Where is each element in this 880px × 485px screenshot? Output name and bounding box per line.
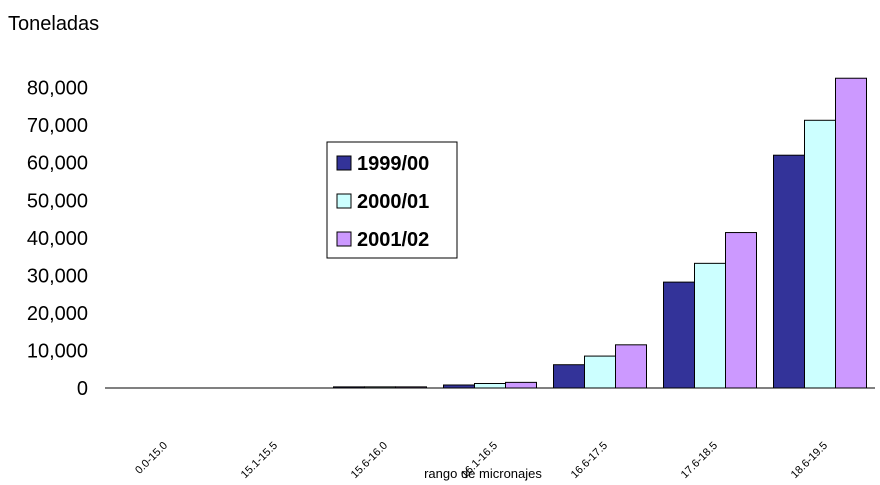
y-axis-title: Toneladas bbox=[8, 13, 99, 35]
bar bbox=[505, 381, 537, 389]
bar bbox=[804, 119, 836, 389]
y-tick-label: 10,000 bbox=[27, 340, 88, 362]
legend: 1999/00 2000/01 2001/02 bbox=[326, 141, 458, 259]
bar bbox=[725, 232, 757, 389]
bar bbox=[835, 77, 867, 389]
x-tick-label: 18.6-19.5 bbox=[789, 440, 830, 481]
y-tick-label: 20,000 bbox=[27, 303, 88, 325]
y-tick-label: 40,000 bbox=[27, 228, 88, 250]
y-tick-label: 0 bbox=[77, 378, 88, 400]
bar bbox=[584, 355, 616, 389]
bar bbox=[553, 364, 585, 389]
bar bbox=[773, 154, 805, 389]
y-tick-label: 30,000 bbox=[27, 265, 88, 287]
x-tick-label: 15.6-16.0 bbox=[349, 440, 390, 481]
bar bbox=[474, 382, 506, 389]
x-tick-label: 16.6-17.5 bbox=[569, 440, 610, 481]
y-tick-label: 60,000 bbox=[27, 153, 88, 175]
y-tick-label: 50,000 bbox=[27, 190, 88, 212]
x-tick-label: 15.1-15.5 bbox=[239, 440, 280, 481]
legend-swatch bbox=[336, 155, 352, 171]
legend-label: 1999/00 bbox=[357, 153, 429, 175]
x-tick-label: 17.6-18.5 bbox=[679, 440, 720, 481]
y-tick-label: 80,000 bbox=[27, 78, 88, 100]
bar bbox=[615, 344, 647, 389]
bar bbox=[694, 262, 726, 389]
legend-label: 2001/02 bbox=[357, 229, 429, 251]
bar bbox=[663, 281, 695, 389]
legend-label: 2000/01 bbox=[357, 191, 429, 213]
legend-swatch bbox=[336, 231, 352, 247]
x-tick-label: 0.0-15.0 bbox=[133, 440, 170, 477]
legend-swatch bbox=[336, 193, 352, 209]
x-axis-title: rango de micronajes bbox=[424, 466, 542, 481]
plot-area: 0 10,000 20,000 30,000 40,000 50,000 60,000 70,… bbox=[27, 78, 875, 481]
y-tick-label: 70,000 bbox=[27, 115, 88, 137]
